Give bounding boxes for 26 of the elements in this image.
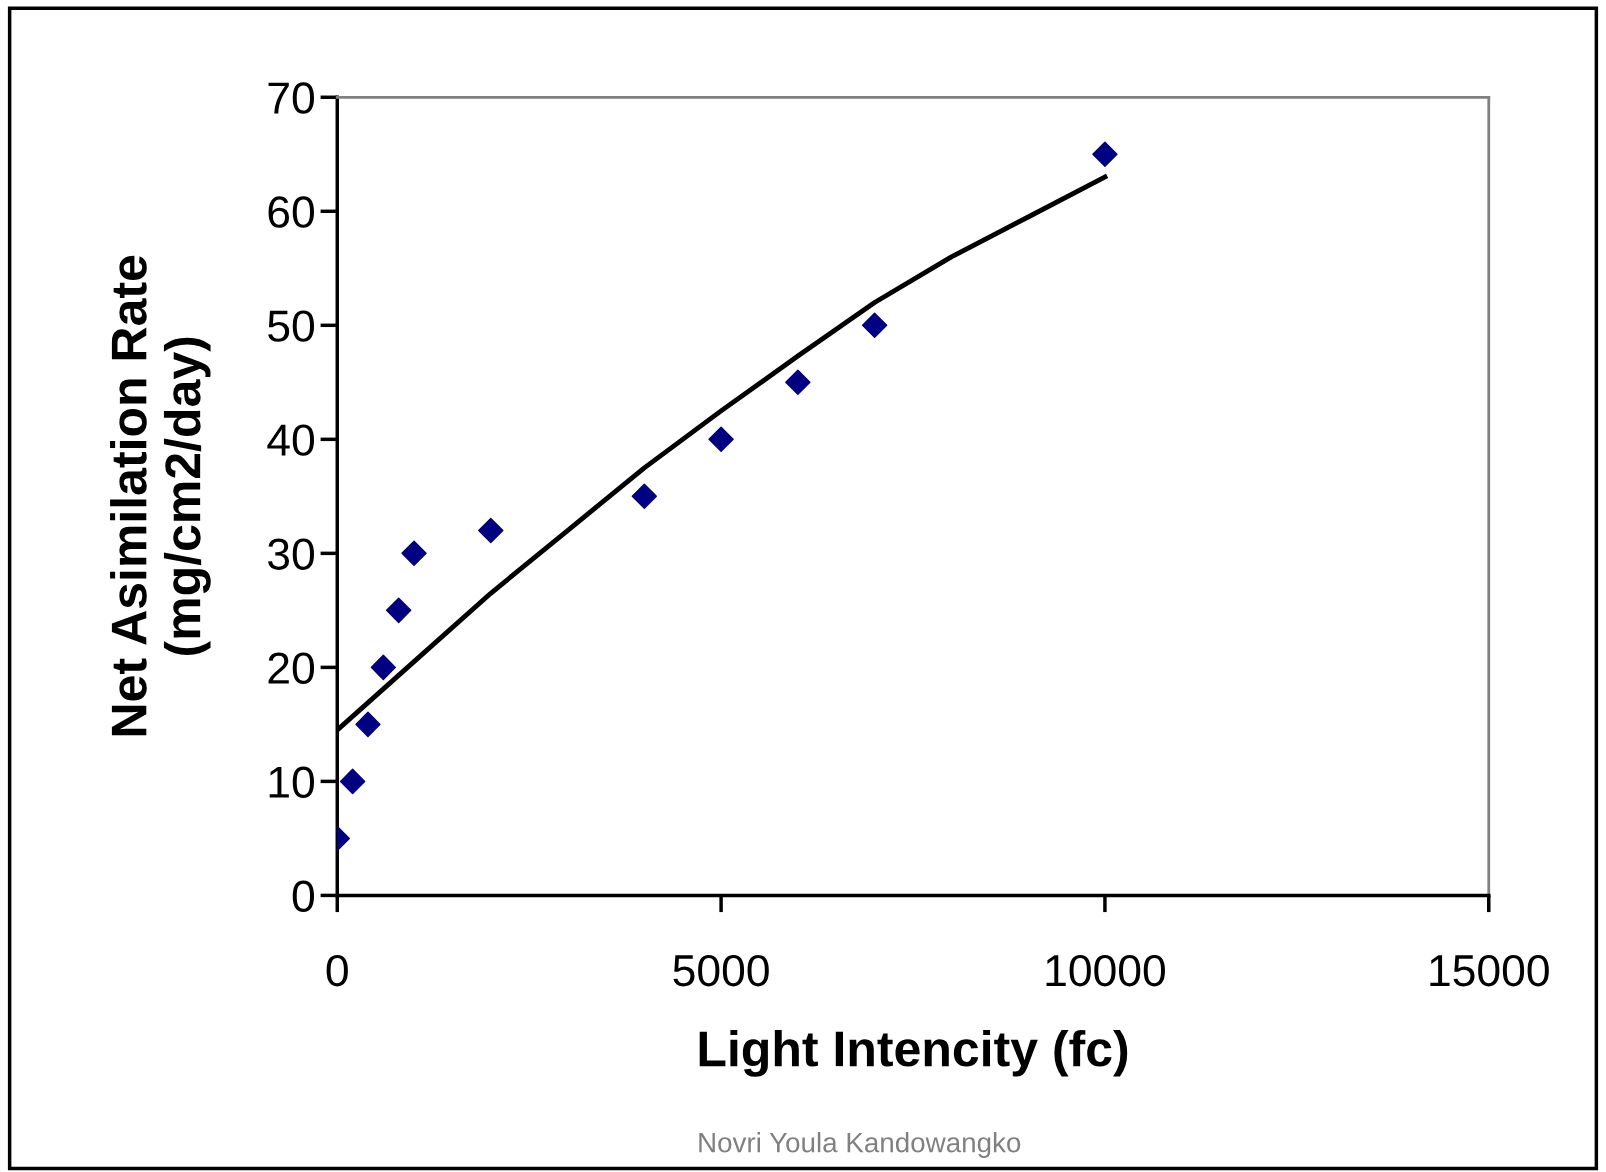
- y-tick-label: 40: [267, 424, 314, 456]
- point: [401, 540, 427, 567]
- x-tick-label: 5000: [673, 954, 769, 987]
- point: [861, 312, 888, 339]
- y-tick-label: 0: [292, 880, 314, 912]
- y-tick-label: 30: [268, 538, 314, 570]
- point: [385, 597, 412, 624]
- point: [370, 654, 397, 681]
- y-tick-label: 10: [269, 766, 314, 798]
- y-axis-title: Net Asimilation Rate (mg/cm2/day): [110, 255, 211, 736]
- point: [631, 483, 658, 510]
- point: [339, 768, 366, 795]
- point: [478, 517, 504, 544]
- x-axis-title: Light Intencity (fc): [699, 1029, 1128, 1077]
- text: Novri Youla Kandowangko: [699, 1132, 1021, 1158]
- y-tick-label: 20: [268, 652, 314, 684]
- point: [785, 369, 811, 396]
- point: [1092, 141, 1118, 168]
- y-tick-label: 50: [268, 310, 314, 342]
- x-tick-label: 0: [326, 954, 348, 987]
- y-tick-label: 70: [268, 82, 314, 114]
- point: [708, 426, 734, 453]
- x-tick-label: 10000: [1046, 954, 1165, 987]
- y-tick-label: 60: [268, 196, 314, 228]
- point: [355, 711, 381, 738]
- x-tick-label: 15000: [1430, 954, 1549, 987]
